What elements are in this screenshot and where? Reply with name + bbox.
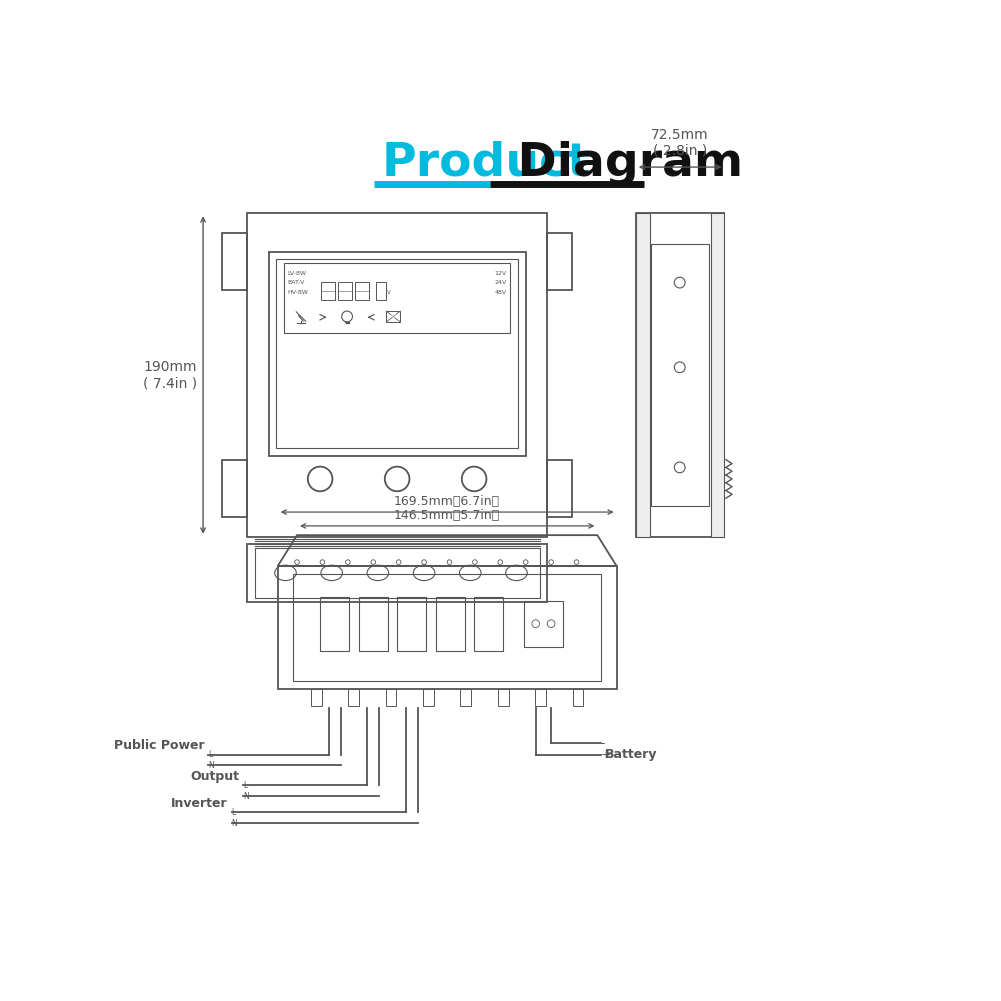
Text: Public Power: Public Power — [114, 740, 204, 753]
Text: Diagram: Diagram — [502, 141, 743, 186]
Text: 48V: 48V — [494, 289, 507, 294]
Bar — [268, 252, 526, 455]
Bar — [573, 689, 584, 706]
Text: 24V: 24V — [494, 280, 507, 285]
Bar — [636, 213, 650, 537]
Bar — [423, 689, 433, 706]
Bar — [711, 213, 725, 537]
Bar — [435, 597, 464, 651]
Text: 12V: 12V — [494, 271, 507, 276]
Bar — [358, 597, 388, 651]
Text: N: N — [208, 761, 214, 770]
Text: BAT-V: BAT-V — [288, 280, 305, 285]
Text: 190mm
( 7.4in ): 190mm ( 7.4in ) — [143, 360, 197, 390]
Bar — [385, 689, 396, 706]
Text: AC: AC — [389, 314, 397, 319]
Text: Output: Output — [190, 770, 239, 783]
Bar — [397, 597, 426, 651]
Bar — [652, 244, 709, 506]
Text: +: + — [602, 748, 616, 761]
Text: Inverter: Inverter — [171, 797, 228, 810]
Bar — [311, 689, 321, 706]
Text: L: L — [243, 781, 247, 790]
Bar — [222, 459, 247, 518]
Text: 169.5mm（6.7in）: 169.5mm（6.7in） — [394, 495, 500, 509]
Bar — [247, 545, 548, 603]
Bar — [460, 689, 471, 706]
Text: L: L — [208, 750, 213, 759]
Text: 72.5mm
( 2.8in ): 72.5mm ( 2.8in ) — [652, 128, 709, 158]
Text: HV-8W: HV-8W — [288, 289, 308, 294]
Text: Product: Product — [381, 141, 591, 186]
Bar — [354, 282, 368, 300]
Bar — [321, 282, 334, 300]
Bar — [474, 597, 504, 651]
Bar — [278, 566, 617, 689]
Bar — [386, 311, 400, 322]
Bar — [276, 259, 519, 448]
Text: V: V — [387, 290, 390, 295]
Bar — [636, 213, 725, 537]
Bar — [293, 574, 602, 682]
Bar — [222, 232, 247, 290]
Text: L: L — [231, 808, 236, 817]
Bar — [548, 232, 572, 290]
Bar — [348, 689, 359, 706]
Bar — [497, 689, 509, 706]
Text: Battery: Battery — [605, 748, 658, 761]
Bar — [375, 282, 386, 300]
Text: N: N — [231, 819, 237, 828]
Bar — [284, 263, 511, 332]
Bar — [320, 597, 349, 651]
Bar — [548, 459, 572, 518]
Bar — [525, 601, 563, 647]
Text: LV-8W: LV-8W — [288, 271, 306, 276]
Bar — [247, 213, 548, 537]
Bar — [254, 549, 540, 599]
Text: 146.5mm（5.7in）: 146.5mm（5.7in） — [394, 510, 500, 523]
Bar — [337, 282, 351, 300]
Text: -: - — [602, 737, 610, 750]
Text: N: N — [243, 792, 249, 801]
Bar — [536, 689, 547, 706]
